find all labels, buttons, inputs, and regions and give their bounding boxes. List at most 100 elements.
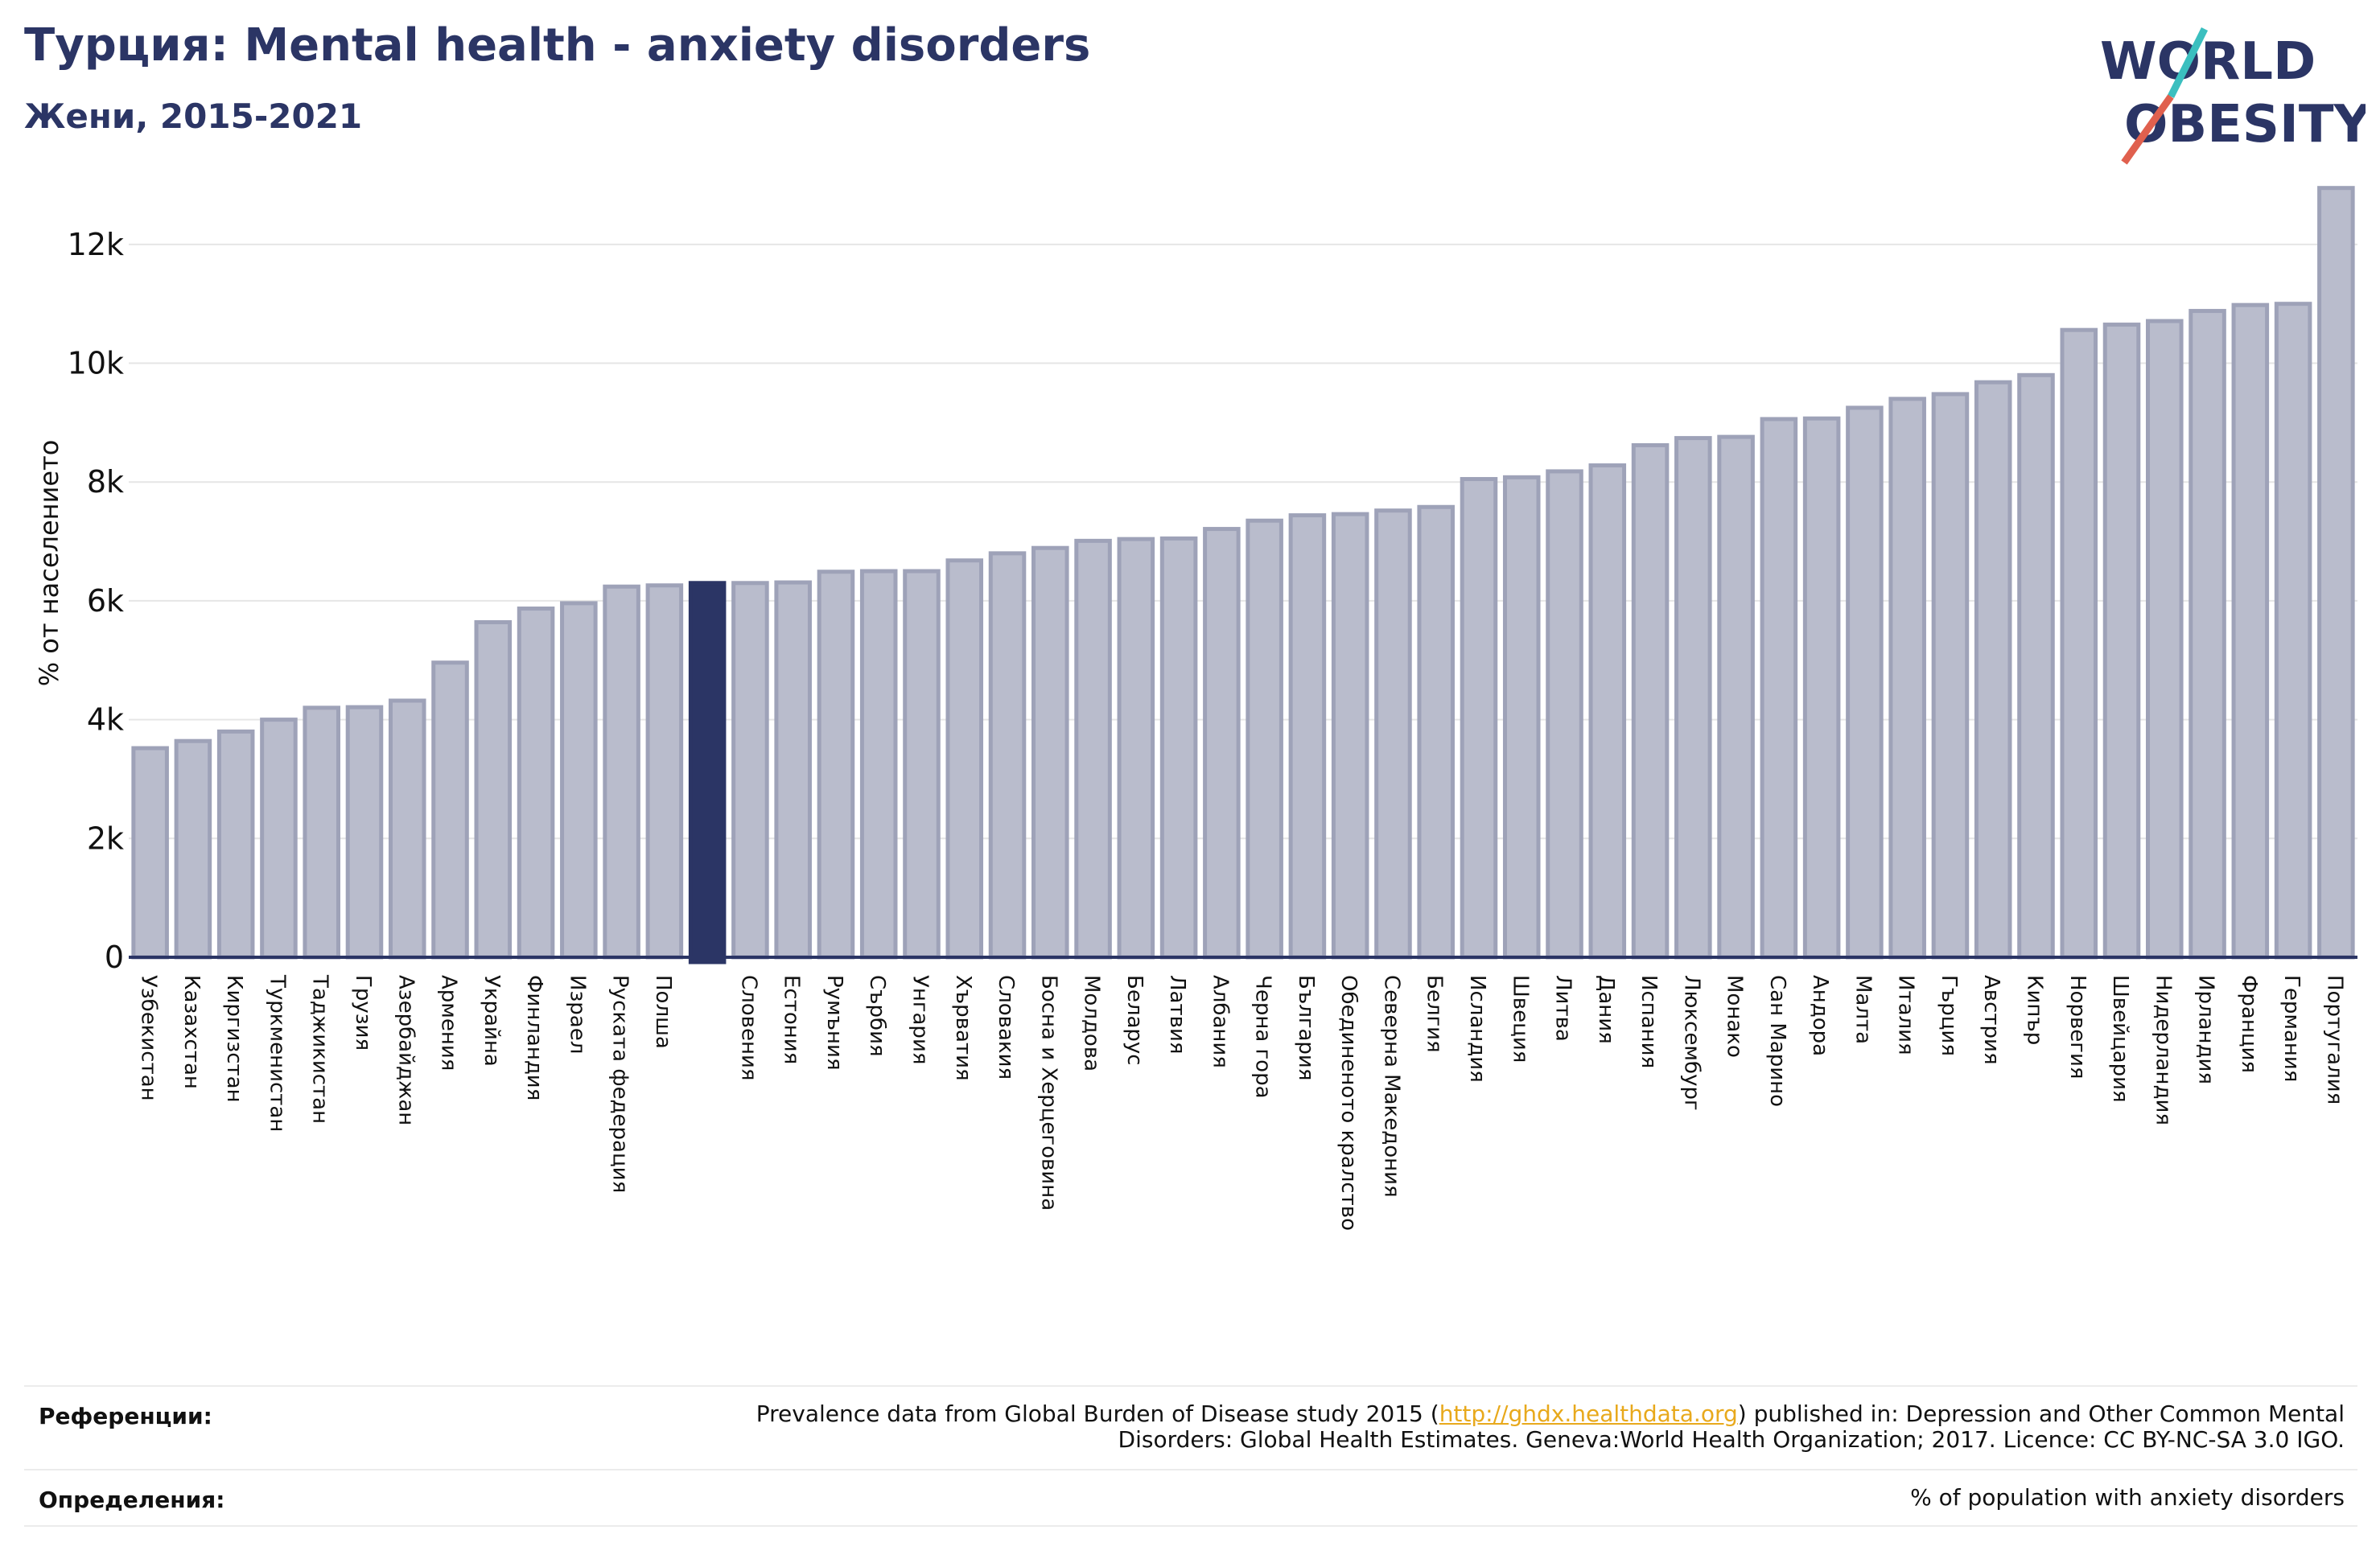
bar (1760, 417, 1798, 960)
bar (1502, 475, 1541, 960)
y-axis-ticks: 0 2k 4k 6k 8k 10k 12k (68, 227, 124, 975)
x-tick-label: Словакия (994, 975, 1018, 1080)
bar (645, 583, 684, 960)
definitions-label: Определения: (39, 1487, 225, 1513)
bar (2317, 186, 2355, 960)
bar (216, 729, 255, 960)
x-tick-label: Франция (2237, 975, 2261, 1073)
x-tick-label: Полша (651, 975, 675, 1049)
x-tick-label: Руската федерация (608, 975, 632, 1193)
y-tick-label: 4k (87, 702, 124, 738)
bar-highlighted (688, 581, 727, 964)
bar (2102, 323, 2141, 960)
x-tick-label: Хърватия (951, 975, 975, 1081)
logo-line1: WORLD (2100, 32, 2316, 92)
x-tick-label: Ирландия (2194, 975, 2218, 1084)
x-tick-label: Грузия (351, 975, 375, 1051)
bar (1974, 380, 2012, 960)
x-tick-label: Малта (1851, 975, 1875, 1044)
bar (903, 569, 941, 960)
x-tick-label: Латвия (1165, 975, 1189, 1055)
x-tick-label: Казахстан (179, 975, 204, 1089)
bar (1631, 442, 1670, 960)
y-tick-label: 8k (87, 464, 124, 500)
bar (2231, 302, 2270, 960)
bar (560, 601, 598, 960)
x-tick-label: Швеция (1508, 975, 1532, 1063)
x-tick-label: Беларус (1122, 975, 1147, 1066)
bar (1331, 512, 1369, 960)
x-tick-label: Словения (736, 975, 760, 1081)
x-tick-label: Туркменистан (265, 974, 289, 1132)
bar (988, 551, 1027, 960)
x-tick-label: Литва (1551, 975, 1575, 1042)
x-tick-label: Сан Марино (1765, 975, 1789, 1107)
bar (1117, 537, 1155, 960)
x-tick-label: Кипър (2022, 975, 2046, 1045)
x-tick-label: Израел (565, 975, 589, 1054)
x-tick-label: Португалия (2322, 975, 2346, 1104)
y-tick-label: 0 (105, 940, 124, 975)
bar (945, 558, 984, 960)
bar-chart: 0 2k 4k 6k 8k 10k 12k Узбекистан Казахстан Кирги… (34, 186, 2357, 1231)
x-tick-label: Румъния (822, 975, 846, 1071)
bar (260, 718, 298, 960)
logo-slash-top (2167, 27, 2209, 99)
x-tick-label: Молдова (1080, 975, 1104, 1071)
references-line2: Disorders: Global Health Estimates. Gene… (1118, 1426, 2345, 1453)
bar (817, 570, 855, 960)
bar (2146, 319, 2184, 960)
x-tick-label: Сърбия (865, 975, 889, 1057)
bar (131, 746, 169, 960)
bar (1546, 469, 1583, 960)
y-axis-label: % от населението (34, 440, 64, 687)
bar (1374, 508, 1412, 960)
bar (774, 580, 812, 960)
logo-slash-bottom (2121, 94, 2174, 165)
bar (1674, 436, 1712, 960)
x-tick-label: Гърция (1937, 975, 1961, 1056)
bar (1588, 463, 1627, 960)
x-tick-label: Киргизстан (222, 975, 246, 1103)
x-tick-label: Азербайджан (393, 975, 418, 1125)
x-tick-label: Монако (1723, 975, 1747, 1058)
bar (388, 698, 426, 960)
x-axis-labels: Узбекистан Казахстан Киргизстан Туркмениста… (137, 974, 2347, 1231)
bar (1802, 416, 1841, 960)
bar (1159, 536, 1198, 960)
bar (2017, 372, 2055, 960)
chart-title: Турция: Mental health - anxiety disorder… (24, 19, 1091, 72)
bar (1931, 392, 1970, 960)
references-text: Prevalence data from Global Burden of Di… (756, 1401, 2345, 1453)
x-tick-label: Исландия (1465, 975, 1489, 1083)
references-label: Референции: (39, 1403, 212, 1429)
x-tick-label: Люксембург (1679, 975, 1703, 1111)
x-tick-label: Босна и Херцеговина (1036, 975, 1060, 1211)
bar (1031, 545, 1069, 960)
references-link[interactable]: http://ghdx.healthdata.org (1439, 1400, 1738, 1427)
x-tick-label: Германия (2279, 975, 2304, 1082)
x-tick-label: Италия (1894, 975, 1918, 1055)
footer-divider-bottom (24, 1525, 2357, 1527)
x-tick-label: Естония (780, 975, 804, 1064)
bar (174, 738, 212, 960)
references-line1: Prevalence data from Global Burden of Di… (756, 1400, 2345, 1427)
bar (1246, 518, 1283, 960)
x-tick-label: Таджикистан (308, 974, 332, 1124)
x-tick-label: Обединеното кралство (1336, 975, 1361, 1231)
x-tick-label: Дания (1594, 975, 1618, 1044)
bar (1074, 538, 1112, 960)
x-tick-label: Австрия (1979, 975, 2003, 1065)
bar (1888, 397, 1926, 960)
definitions-text: % of population with anxiety disorders (1910, 1484, 2345, 1511)
x-tick-label: Финландия (522, 975, 546, 1100)
bar (2060, 327, 2098, 960)
y-tick-label: 2k (87, 821, 124, 856)
bars (131, 186, 2355, 964)
bar (1460, 477, 1498, 960)
bar (2274, 302, 2312, 960)
y-tick-label: 10k (68, 346, 124, 381)
x-tick-label: България (1294, 975, 1318, 1080)
bar (1717, 434, 1755, 960)
bar (474, 620, 513, 960)
